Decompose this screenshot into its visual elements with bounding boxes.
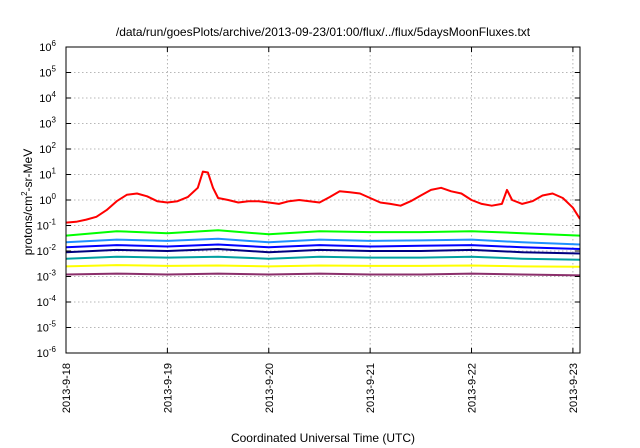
series-line: [66, 170, 580, 224]
y-tick-label-base: 10: [37, 323, 49, 335]
series-group: [66, 170, 580, 277]
y-tick-label: 104: [39, 90, 56, 105]
x-tick-label: 2013-9-22: [467, 363, 479, 413]
y-tick-label-base: 10: [39, 195, 51, 207]
y-tick-label-base: 10: [39, 68, 51, 80]
y-tick-label-base: 10: [37, 348, 49, 360]
y-tick-label-exp: 3: [52, 116, 57, 125]
y-tick-label-exp: -5: [49, 320, 57, 329]
y-tick-label-exp: -2: [49, 243, 57, 252]
x-tick-label: 2013-9-19: [162, 363, 174, 413]
y-tick-label-exp: 5: [52, 65, 57, 74]
y-tick-label-base: 10: [39, 93, 51, 105]
y-tick-label-exp: 6: [52, 39, 57, 48]
x-tick-label: 2013-9-23: [568, 363, 580, 413]
y-tick-label-exp: -6: [49, 345, 57, 354]
y-tick-label: 10-5: [37, 320, 57, 335]
y-tick-label-base: 10: [37, 246, 49, 258]
y-tick-label: 101: [39, 167, 56, 182]
y-tick-label-base: 10: [37, 272, 49, 284]
chart-title: /data/run/goesPlots/archive/2013-09-23/0…: [116, 25, 531, 39]
y-tick-label-exp: -3: [49, 269, 57, 278]
x-tick-label: 2013-9-20: [264, 363, 276, 413]
series-line: [66, 272, 580, 277]
axes: 10610510410310210110010-110-210-310-410-…: [37, 39, 581, 413]
series-line: [66, 237, 580, 246]
series-line: [66, 229, 580, 237]
y-tick-label: 10-1: [37, 218, 57, 233]
y-axis-label-sup: 2: [20, 191, 29, 196]
y-tick-label: 10-3: [37, 269, 57, 284]
y-tick-label-base: 10: [39, 42, 51, 54]
y-tick-label-exp: -4: [49, 294, 57, 303]
series-line: [66, 264, 580, 268]
y-tick-label-exp: 2: [52, 141, 57, 150]
x-tick-label: 2013-9-18: [61, 363, 73, 413]
series-line: [66, 248, 580, 255]
y-tick-label: 103: [39, 116, 56, 131]
y-axis-label-rest: -sr-MeV: [21, 149, 35, 192]
plot-frame: [65, 46, 581, 354]
x-tick-label: 2013-9-21: [365, 363, 377, 413]
y-tick-label-exp: -1: [49, 218, 57, 227]
y-tick-label: 10-2: [37, 243, 57, 258]
y-tick-label: 10-4: [37, 294, 57, 309]
y-tick-label-base: 10: [37, 297, 49, 309]
y-tick-label: 105: [39, 65, 56, 80]
y-tick-label-exp: 1: [52, 167, 57, 176]
series-line: [66, 243, 580, 250]
y-tick-label-base: 10: [39, 119, 51, 131]
y-tick-label: 10-6: [37, 345, 57, 360]
y-axis-label: protons/cm2-sr-MeV: [20, 149, 35, 255]
y-tick-label-exp: 4: [52, 90, 57, 99]
y-tick-label: 100: [39, 192, 56, 207]
y-tick-label: 102: [39, 141, 56, 156]
y-tick-label-base: 10: [37, 221, 49, 233]
x-axis-label: Coordinated Universal Time (UTC): [231, 431, 415, 445]
y-tick-label-exp: 0: [52, 192, 57, 201]
y-axis-label-base: protons/cm: [21, 196, 35, 255]
y-tick-label: 106: [39, 39, 56, 54]
y-tick-label-base: 10: [39, 144, 51, 156]
y-tick-label-base: 10: [39, 170, 51, 182]
series-line: [66, 255, 580, 261]
